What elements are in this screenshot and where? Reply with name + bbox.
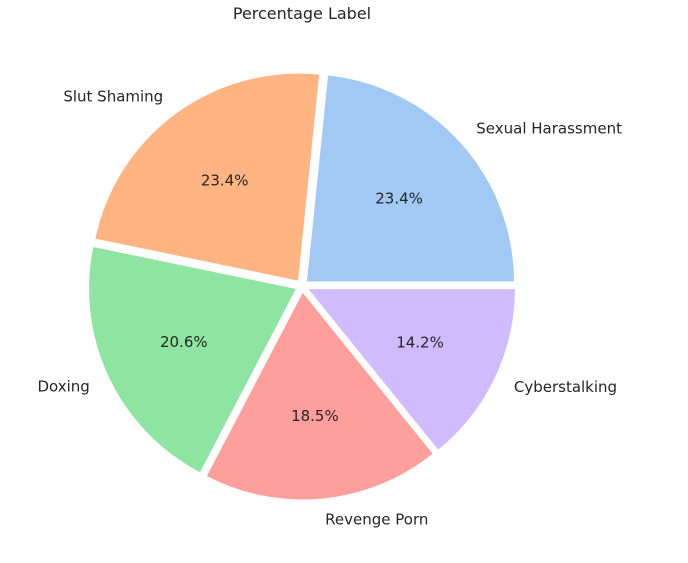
pie-slice-cyberstalking <box>306 288 516 452</box>
pie-slices <box>88 72 516 501</box>
pie-slice-doxing <box>88 245 298 474</box>
percent-label: 20.6% <box>160 333 208 351</box>
percent-label: 23.4% <box>201 171 249 189</box>
percent-label: 14.2% <box>396 333 444 351</box>
category-label: Slut Shaming <box>63 88 163 106</box>
pie-labels: 23.4% Sexual Harassment 23.4% Slut Shaming 2… <box>37 88 622 529</box>
category-label: Revenge Porn <box>325 511 428 529</box>
pie-slice-sexual-harassment <box>305 74 515 283</box>
category-label: Doxing <box>37 378 89 396</box>
chart-title: Percentage Label <box>233 4 371 23</box>
pie-slice-slut-shaming <box>94 72 321 282</box>
category-label: Sexual Harassment <box>476 120 622 138</box>
category-label: Cyberstalking <box>514 378 617 396</box>
percent-label: 23.4% <box>375 189 423 207</box>
pie-slice-revenge-porn <box>205 291 434 501</box>
percent-label: 18.5% <box>291 407 339 425</box>
